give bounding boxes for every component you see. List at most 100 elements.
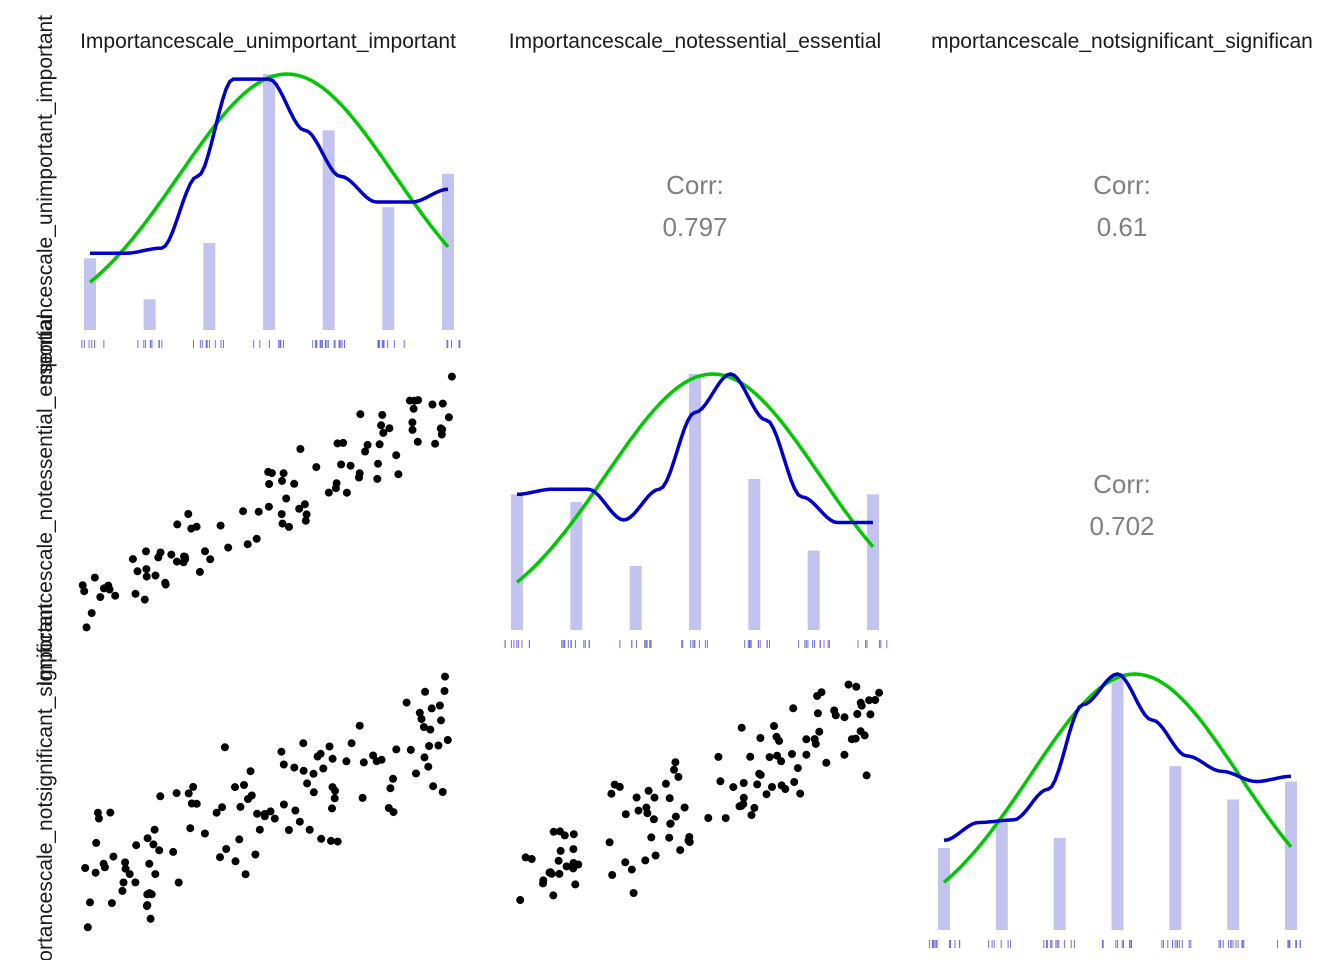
plot-marks — [78, 72, 1301, 948]
scatter-point — [813, 709, 822, 718]
histogram-bar — [689, 374, 701, 630]
scatter-point — [301, 516, 310, 525]
corr-cell-1-2: Corr: 0.797 — [662, 170, 727, 242]
scatter-point — [527, 855, 536, 863]
scatter-point — [150, 825, 159, 834]
scatter-point — [206, 555, 215, 564]
scatter-point — [305, 825, 314, 834]
scatter-point — [389, 808, 398, 817]
scatter-point — [346, 461, 355, 470]
scatter-point — [447, 372, 456, 381]
scatter-point — [142, 572, 151, 581]
scatter-point — [661, 779, 670, 788]
scatter-point — [642, 803, 651, 812]
scatter-point — [781, 785, 790, 793]
scatter-point — [131, 589, 140, 598]
scatter-point — [109, 852, 118, 861]
scatter-point — [93, 808, 102, 817]
scatter-point — [753, 780, 762, 789]
scatter-point — [424, 762, 433, 771]
scatter-point — [651, 851, 660, 860]
scatter-point — [317, 834, 326, 843]
scatter-point — [87, 609, 96, 618]
scatter-point — [142, 902, 151, 910]
scatter-point — [853, 710, 862, 718]
scatter-point — [429, 782, 438, 791]
scatter-point — [267, 469, 276, 478]
histogram-bar — [143, 299, 156, 330]
scatter-point — [277, 510, 286, 519]
scatter-point — [333, 837, 342, 846]
scatter-point — [840, 713, 849, 722]
histogram-bar — [322, 130, 335, 330]
scatter-point — [151, 870, 160, 879]
histogram-bar — [84, 258, 96, 330]
scatter-point — [99, 584, 108, 593]
scatter-point — [356, 410, 365, 419]
scatter-point — [650, 793, 659, 802]
scatter-point — [133, 567, 142, 576]
row-title-2: Importancescale_notessential_essential — [34, 314, 57, 686]
scatter-point — [313, 752, 322, 761]
scatter-point — [241, 870, 250, 879]
scatter-point — [128, 555, 137, 564]
scatter-point — [192, 522, 201, 531]
scatter-point — [796, 789, 805, 798]
scatter-point — [119, 878, 128, 887]
scatter-point — [427, 704, 436, 713]
scatter-point — [244, 795, 252, 803]
scatter-point — [260, 810, 269, 818]
scatter-point — [332, 479, 341, 488]
histogram-bar — [807, 550, 820, 630]
col-title-2: Importancescale_notessential_essential — [509, 30, 881, 53]
scatter-point — [132, 841, 141, 850]
scatter-point — [359, 758, 368, 767]
scatter-point — [80, 587, 89, 596]
scatter-point — [355, 469, 364, 478]
col-title-1: Importancescale_unimportant_important — [80, 30, 456, 53]
scatter-point — [278, 476, 286, 485]
scatter-point — [802, 735, 811, 744]
scatter-point — [181, 555, 190, 564]
scatter-point — [721, 814, 730, 823]
scatter-point — [438, 399, 447, 408]
scatter-point — [173, 520, 182, 529]
scatter-point — [621, 810, 630, 819]
scatter-point — [81, 864, 90, 872]
scatter-point — [342, 488, 351, 497]
scatter-point — [392, 745, 401, 754]
scatter-point — [373, 474, 382, 483]
row-title-1: mportancescale_unimportant_important — [34, 15, 57, 385]
scatter-point — [555, 869, 564, 878]
scatter-point — [374, 459, 382, 468]
scatter-point — [328, 754, 337, 763]
scatter-point — [777, 757, 786, 766]
scatter-point — [231, 857, 240, 866]
scatter-point — [131, 878, 140, 887]
column-titles: Importancescale_unimportant_important Im… — [80, 30, 1313, 53]
normal-curve — [942, 672, 1293, 884]
scatter-point — [333, 439, 342, 448]
corr-label: Corr: — [1093, 469, 1151, 499]
scatter-point — [355, 721, 364, 730]
scatter-point — [377, 421, 386, 430]
scatter-point — [92, 838, 101, 847]
scatter-point — [169, 847, 178, 856]
scatter-point — [216, 521, 225, 530]
scatter-point — [282, 494, 291, 503]
scatter-point — [82, 623, 91, 632]
scatter-point — [739, 793, 748, 802]
scatter-point — [680, 803, 689, 812]
scatter-point — [246, 767, 255, 776]
corr-value: 0.61 — [1097, 212, 1148, 242]
scatter-point — [666, 819, 675, 828]
scatter-point — [220, 743, 229, 752]
scatter-point — [674, 772, 683, 781]
scatter-point — [243, 540, 252, 549]
scatter-point — [392, 451, 401, 460]
histogram-bar — [867, 494, 879, 630]
scatter-point — [358, 793, 367, 802]
scatter-point — [409, 404, 418, 413]
scatter-point — [671, 812, 680, 821]
scatter-point — [435, 701, 444, 710]
